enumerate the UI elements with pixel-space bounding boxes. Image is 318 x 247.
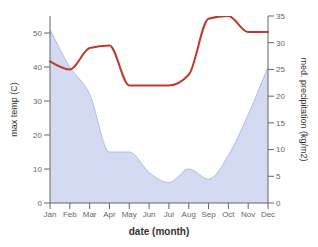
svg-text:10: 10: [33, 165, 42, 174]
svg-text:May: May: [122, 210, 137, 219]
svg-text:Oct: Oct: [222, 210, 235, 219]
svg-text:0: 0: [38, 199, 43, 208]
svg-text:Jun: Jun: [143, 210, 156, 219]
svg-text:30: 30: [276, 39, 285, 48]
svg-text:Feb: Feb: [63, 210, 77, 219]
svg-text:Jul: Jul: [164, 210, 174, 219]
svg-text:Dec: Dec: [261, 210, 275, 219]
svg-text:Sep: Sep: [201, 210, 216, 219]
svg-text:0: 0: [276, 199, 281, 208]
svg-text:date (month): date (month): [129, 226, 190, 237]
svg-text:Nov: Nov: [241, 210, 255, 219]
svg-text:Jan: Jan: [44, 210, 57, 219]
svg-text:5: 5: [276, 172, 281, 181]
svg-text:Aug: Aug: [182, 210, 196, 219]
svg-text:Mar: Mar: [83, 210, 97, 219]
svg-text:35: 35: [276, 12, 285, 21]
svg-text:Apr: Apr: [103, 210, 116, 219]
svg-text:20: 20: [33, 131, 42, 140]
svg-text:10: 10: [276, 145, 285, 154]
svg-text:max temp (C): max temp (C): [9, 82, 19, 137]
svg-text:25: 25: [276, 65, 285, 74]
svg-text:50: 50: [33, 29, 42, 38]
svg-text:med. precipitation (kg/m2): med. precipitation (kg/m2): [299, 57, 309, 161]
svg-text:30: 30: [33, 97, 42, 106]
svg-text:15: 15: [276, 119, 285, 128]
svg-text:40: 40: [33, 63, 42, 72]
svg-text:20: 20: [276, 92, 285, 101]
